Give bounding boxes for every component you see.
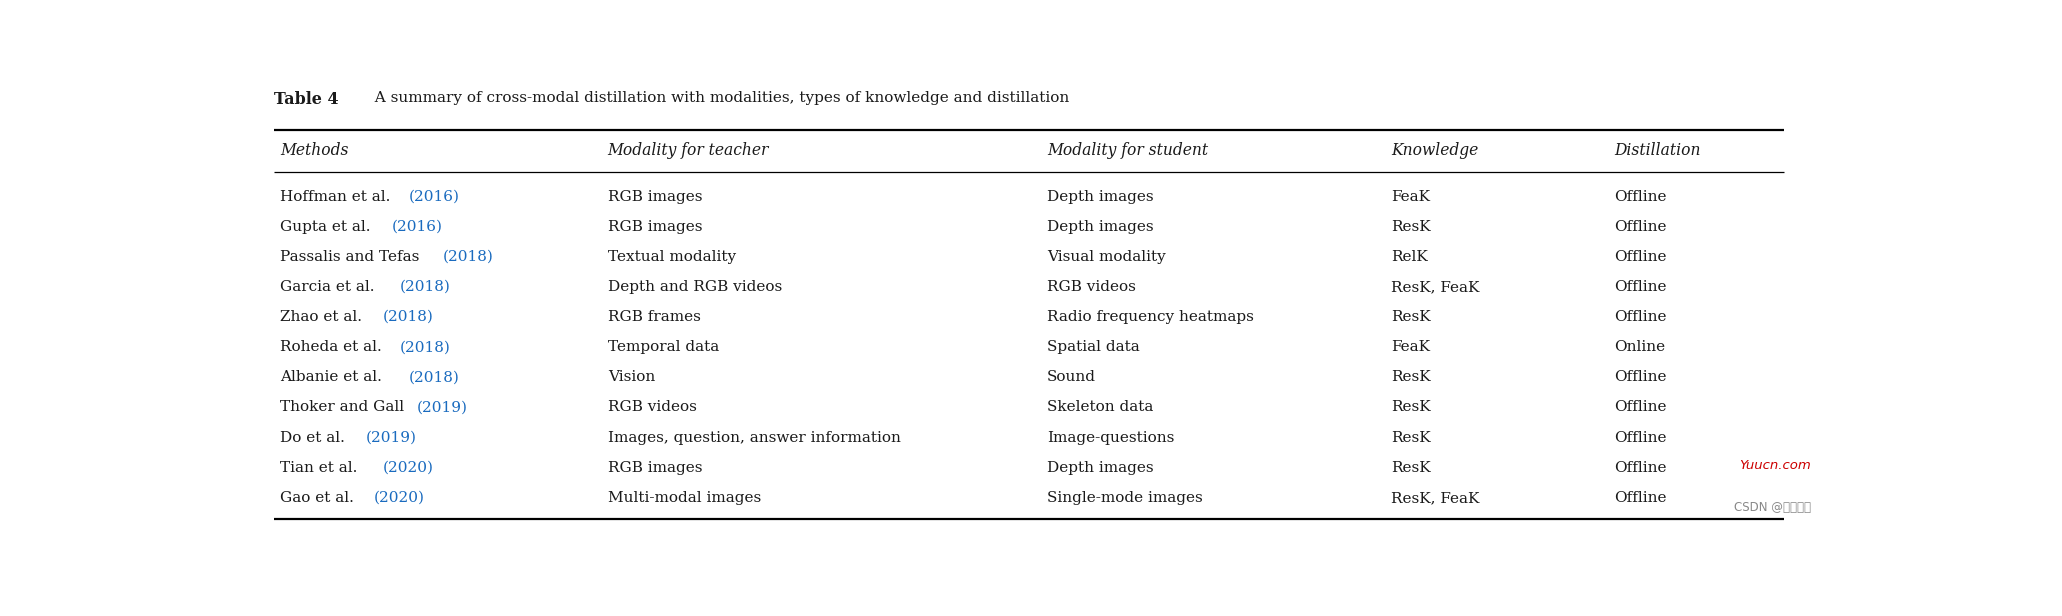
Text: ResK, FeaK: ResK, FeaK xyxy=(1390,280,1478,294)
Text: Vision: Vision xyxy=(608,370,656,384)
Text: ResK: ResK xyxy=(1390,220,1431,233)
Text: Temporal data: Temporal data xyxy=(608,340,720,354)
Text: Methods: Methods xyxy=(280,142,348,160)
Text: Yuucn.com: Yuucn.com xyxy=(1740,459,1810,472)
Text: ResK: ResK xyxy=(1390,310,1431,324)
Text: (2016): (2016) xyxy=(392,220,441,233)
Text: Offline: Offline xyxy=(1615,370,1666,384)
Text: Multi-modal images: Multi-modal images xyxy=(608,491,761,505)
Text: FeaK: FeaK xyxy=(1390,190,1429,204)
Text: RGB images: RGB images xyxy=(608,461,703,475)
Text: Offline: Offline xyxy=(1615,280,1666,294)
Text: Offline: Offline xyxy=(1615,220,1666,233)
Text: RelK: RelK xyxy=(1390,250,1427,264)
Text: Images, question, answer information: Images, question, answer information xyxy=(608,431,901,445)
Text: Depth images: Depth images xyxy=(1047,190,1155,204)
Text: (2020): (2020) xyxy=(373,491,425,505)
Text: Roheda et al.: Roheda et al. xyxy=(280,340,388,354)
Text: (2020): (2020) xyxy=(384,461,433,475)
Text: Knowledge: Knowledge xyxy=(1390,142,1478,160)
Text: Offline: Offline xyxy=(1615,461,1666,475)
Text: (2018): (2018) xyxy=(400,340,452,354)
Text: (2018): (2018) xyxy=(384,310,433,324)
Text: ResK: ResK xyxy=(1390,431,1431,445)
Text: Hoffman et al.: Hoffman et al. xyxy=(280,190,396,204)
Text: Tian et al.: Tian et al. xyxy=(280,461,363,475)
Text: A summary of cross-modal distillation with modalities, types of knowledge and di: A summary of cross-modal distillation wi… xyxy=(365,91,1068,105)
Text: (2018): (2018) xyxy=(408,370,460,384)
Text: RGB images: RGB images xyxy=(608,220,703,233)
Text: Thoker and Gall: Thoker and Gall xyxy=(280,400,408,415)
Text: Gao et al.: Gao et al. xyxy=(280,491,359,505)
Text: CSDN @资源温了: CSDN @资源温了 xyxy=(1734,501,1810,514)
Text: Image-questions: Image-questions xyxy=(1047,431,1175,445)
Text: Zhao et al.: Zhao et al. xyxy=(280,310,367,324)
Text: Offline: Offline xyxy=(1615,310,1666,324)
Text: Radio frequency heatmaps: Radio frequency heatmaps xyxy=(1047,310,1254,324)
Text: Table 4: Table 4 xyxy=(274,91,338,108)
Text: (2019): (2019) xyxy=(365,431,417,445)
Text: ResK, FeaK: ResK, FeaK xyxy=(1390,491,1478,505)
Text: Skeleton data: Skeleton data xyxy=(1047,400,1153,415)
Text: Online: Online xyxy=(1615,340,1666,354)
Text: Do et al.: Do et al. xyxy=(280,431,351,445)
Text: Offline: Offline xyxy=(1615,190,1666,204)
Text: Modality for teacher: Modality for teacher xyxy=(608,142,769,160)
Text: ResK: ResK xyxy=(1390,400,1431,415)
Text: (2016): (2016) xyxy=(408,190,460,204)
Text: Offline: Offline xyxy=(1615,491,1666,505)
Text: Offline: Offline xyxy=(1615,431,1666,445)
Text: (2019): (2019) xyxy=(417,400,468,415)
Text: (2018): (2018) xyxy=(400,280,452,294)
Text: FeaK: FeaK xyxy=(1390,340,1429,354)
Text: Passalis and Tefas: Passalis and Tefas xyxy=(280,250,425,264)
Text: Single-mode images: Single-mode images xyxy=(1047,491,1202,505)
Text: RGB frames: RGB frames xyxy=(608,310,701,324)
Text: ResK: ResK xyxy=(1390,370,1431,384)
Text: Gupta et al.: Gupta et al. xyxy=(280,220,375,233)
Text: Depth images: Depth images xyxy=(1047,220,1155,233)
Text: Garcia et al.: Garcia et al. xyxy=(280,280,379,294)
Text: ResK: ResK xyxy=(1390,461,1431,475)
Text: Albanie et al.: Albanie et al. xyxy=(280,370,388,384)
Text: Depth images: Depth images xyxy=(1047,461,1155,475)
Text: Distillation: Distillation xyxy=(1615,142,1701,160)
Text: Spatial data: Spatial data xyxy=(1047,340,1140,354)
Text: Textual modality: Textual modality xyxy=(608,250,736,264)
Text: Visual modality: Visual modality xyxy=(1047,250,1165,264)
Text: RGB images: RGB images xyxy=(608,190,703,204)
Text: RGB videos: RGB videos xyxy=(608,400,697,415)
Text: Sound: Sound xyxy=(1047,370,1097,384)
Text: RGB videos: RGB videos xyxy=(1047,280,1136,294)
Text: (2018): (2018) xyxy=(443,250,493,264)
Text: Depth and RGB videos: Depth and RGB videos xyxy=(608,280,781,294)
Text: Offline: Offline xyxy=(1615,250,1666,264)
Text: Modality for student: Modality for student xyxy=(1047,142,1208,160)
Text: Offline: Offline xyxy=(1615,400,1666,415)
